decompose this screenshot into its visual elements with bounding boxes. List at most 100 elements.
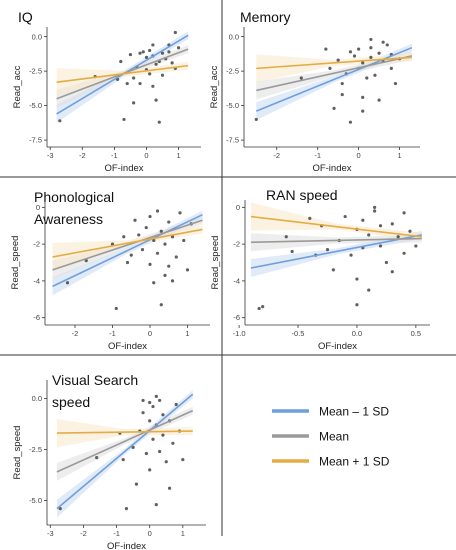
x-tick-label: 0 — [144, 151, 148, 160]
x-tick-label: -3 — [47, 529, 54, 538]
data-point — [170, 61, 174, 65]
data-point — [144, 55, 149, 59]
data-point — [152, 281, 156, 285]
panel-title: RAN speed — [266, 187, 338, 203]
data-point — [155, 209, 160, 213]
data-point — [390, 270, 394, 274]
data-point — [357, 47, 361, 51]
x-tick-label: 1 — [181, 529, 185, 538]
data-point — [369, 55, 373, 59]
data-point — [377, 98, 381, 102]
x-axis-label: OF-index — [312, 163, 351, 174]
data-point — [352, 54, 357, 58]
panel-iq: -3 -2 -1 0 1 0.0 -2.5 -5.0 -7.5 OF-index Read_acc I… — [12, 9, 201, 174]
regression-line-minus — [250, 234, 422, 269]
data-point — [355, 277, 359, 281]
data-point — [393, 81, 398, 86]
data-point — [152, 238, 156, 243]
data-point — [324, 47, 328, 51]
y-tick-label: -2.5 — [226, 67, 239, 76]
data-point — [377, 51, 381, 55]
data-point — [148, 72, 152, 76]
data-point — [355, 303, 359, 307]
data-point — [141, 398, 145, 403]
data-point — [158, 398, 162, 403]
legend-label-plus: Mean + 1 SD — [319, 455, 390, 469]
panels-group: -3 -2 -1 0 1 0.0 -2.5 -5.0 -7.5 OF-index Read_acc I… — [10, 9, 430, 550]
data-point — [154, 62, 158, 66]
regression-line-mean — [256, 55, 412, 92]
data-point — [157, 120, 161, 124]
panel-title: Visual Search — [52, 372, 138, 388]
data-point — [182, 238, 186, 243]
regression-line-plus — [56, 64, 189, 83]
x-tick-label: -1 — [113, 529, 120, 538]
x-axis-label: OF-index — [104, 163, 143, 174]
data-point — [328, 66, 332, 70]
x-tick-label: -1 — [111, 151, 118, 160]
data-point — [148, 214, 152, 219]
panel-title: Memory — [240, 9, 291, 25]
data-point — [58, 119, 62, 123]
data-point — [144, 225, 148, 230]
x-tick-label: -1 — [314, 151, 321, 160]
data-point — [349, 253, 353, 257]
data-point — [159, 229, 163, 233]
regression-line-minus — [56, 393, 194, 510]
x-tick-label: 0 — [148, 329, 152, 338]
data-point — [133, 218, 137, 222]
y-tick-label: -6 — [33, 313, 40, 322]
data-point — [161, 433, 165, 437]
y-axis-label: Read_acc — [209, 65, 220, 108]
data-point — [261, 305, 265, 309]
data-point — [125, 260, 130, 265]
regression-line-minus — [52, 213, 203, 288]
data-point — [254, 117, 258, 122]
y-tick-label: 0.0 — [32, 394, 42, 403]
data-point — [160, 73, 165, 77]
y-tick-label: 0 — [36, 203, 40, 212]
x-tick-label: -3 — [47, 151, 54, 160]
data-point — [138, 51, 142, 55]
regression-line-plus — [52, 228, 203, 258]
data-point — [84, 259, 88, 263]
data-point — [257, 306, 261, 311]
data-point — [131, 445, 135, 449]
data-point — [134, 482, 139, 486]
data-point — [308, 216, 312, 220]
data-point — [167, 264, 171, 268]
x-tick-label: -1.0 — [233, 329, 246, 338]
data-point — [325, 248, 330, 252]
y-tick-label: -5.0 — [226, 101, 239, 110]
data-point — [389, 66, 393, 70]
data-point — [148, 262, 152, 266]
data-point — [361, 61, 365, 65]
data-point — [369, 46, 373, 50]
data-point — [137, 233, 141, 237]
data-point — [132, 76, 136, 80]
data-point — [176, 46, 181, 50]
data-point — [361, 109, 365, 113]
x-tick-label: 1 — [397, 151, 401, 160]
x-tick-label: 1 — [185, 329, 189, 338]
data-point — [129, 253, 133, 257]
data-point — [381, 40, 385, 44]
panel-title: IQ — [18, 9, 33, 25]
data-point — [148, 48, 152, 53]
data-point — [378, 224, 383, 228]
x-tick-label: 0 — [357, 151, 361, 160]
y-axis-label: Read_acc — [12, 65, 23, 108]
x-tick-label: 1 — [176, 151, 180, 160]
data-point — [378, 244, 383, 248]
regression-line-minus — [255, 46, 413, 112]
data-point — [110, 242, 115, 246]
legend-label-mean: Mean — [319, 430, 349, 444]
data-point — [122, 235, 126, 239]
x-axis-label: OF-index — [107, 541, 146, 550]
data-point — [148, 400, 152, 405]
data-point — [361, 218, 365, 222]
y-tick-label: -4 — [233, 276, 240, 285]
x-tick-label: 0.0 — [352, 329, 362, 338]
data-point — [373, 73, 377, 77]
